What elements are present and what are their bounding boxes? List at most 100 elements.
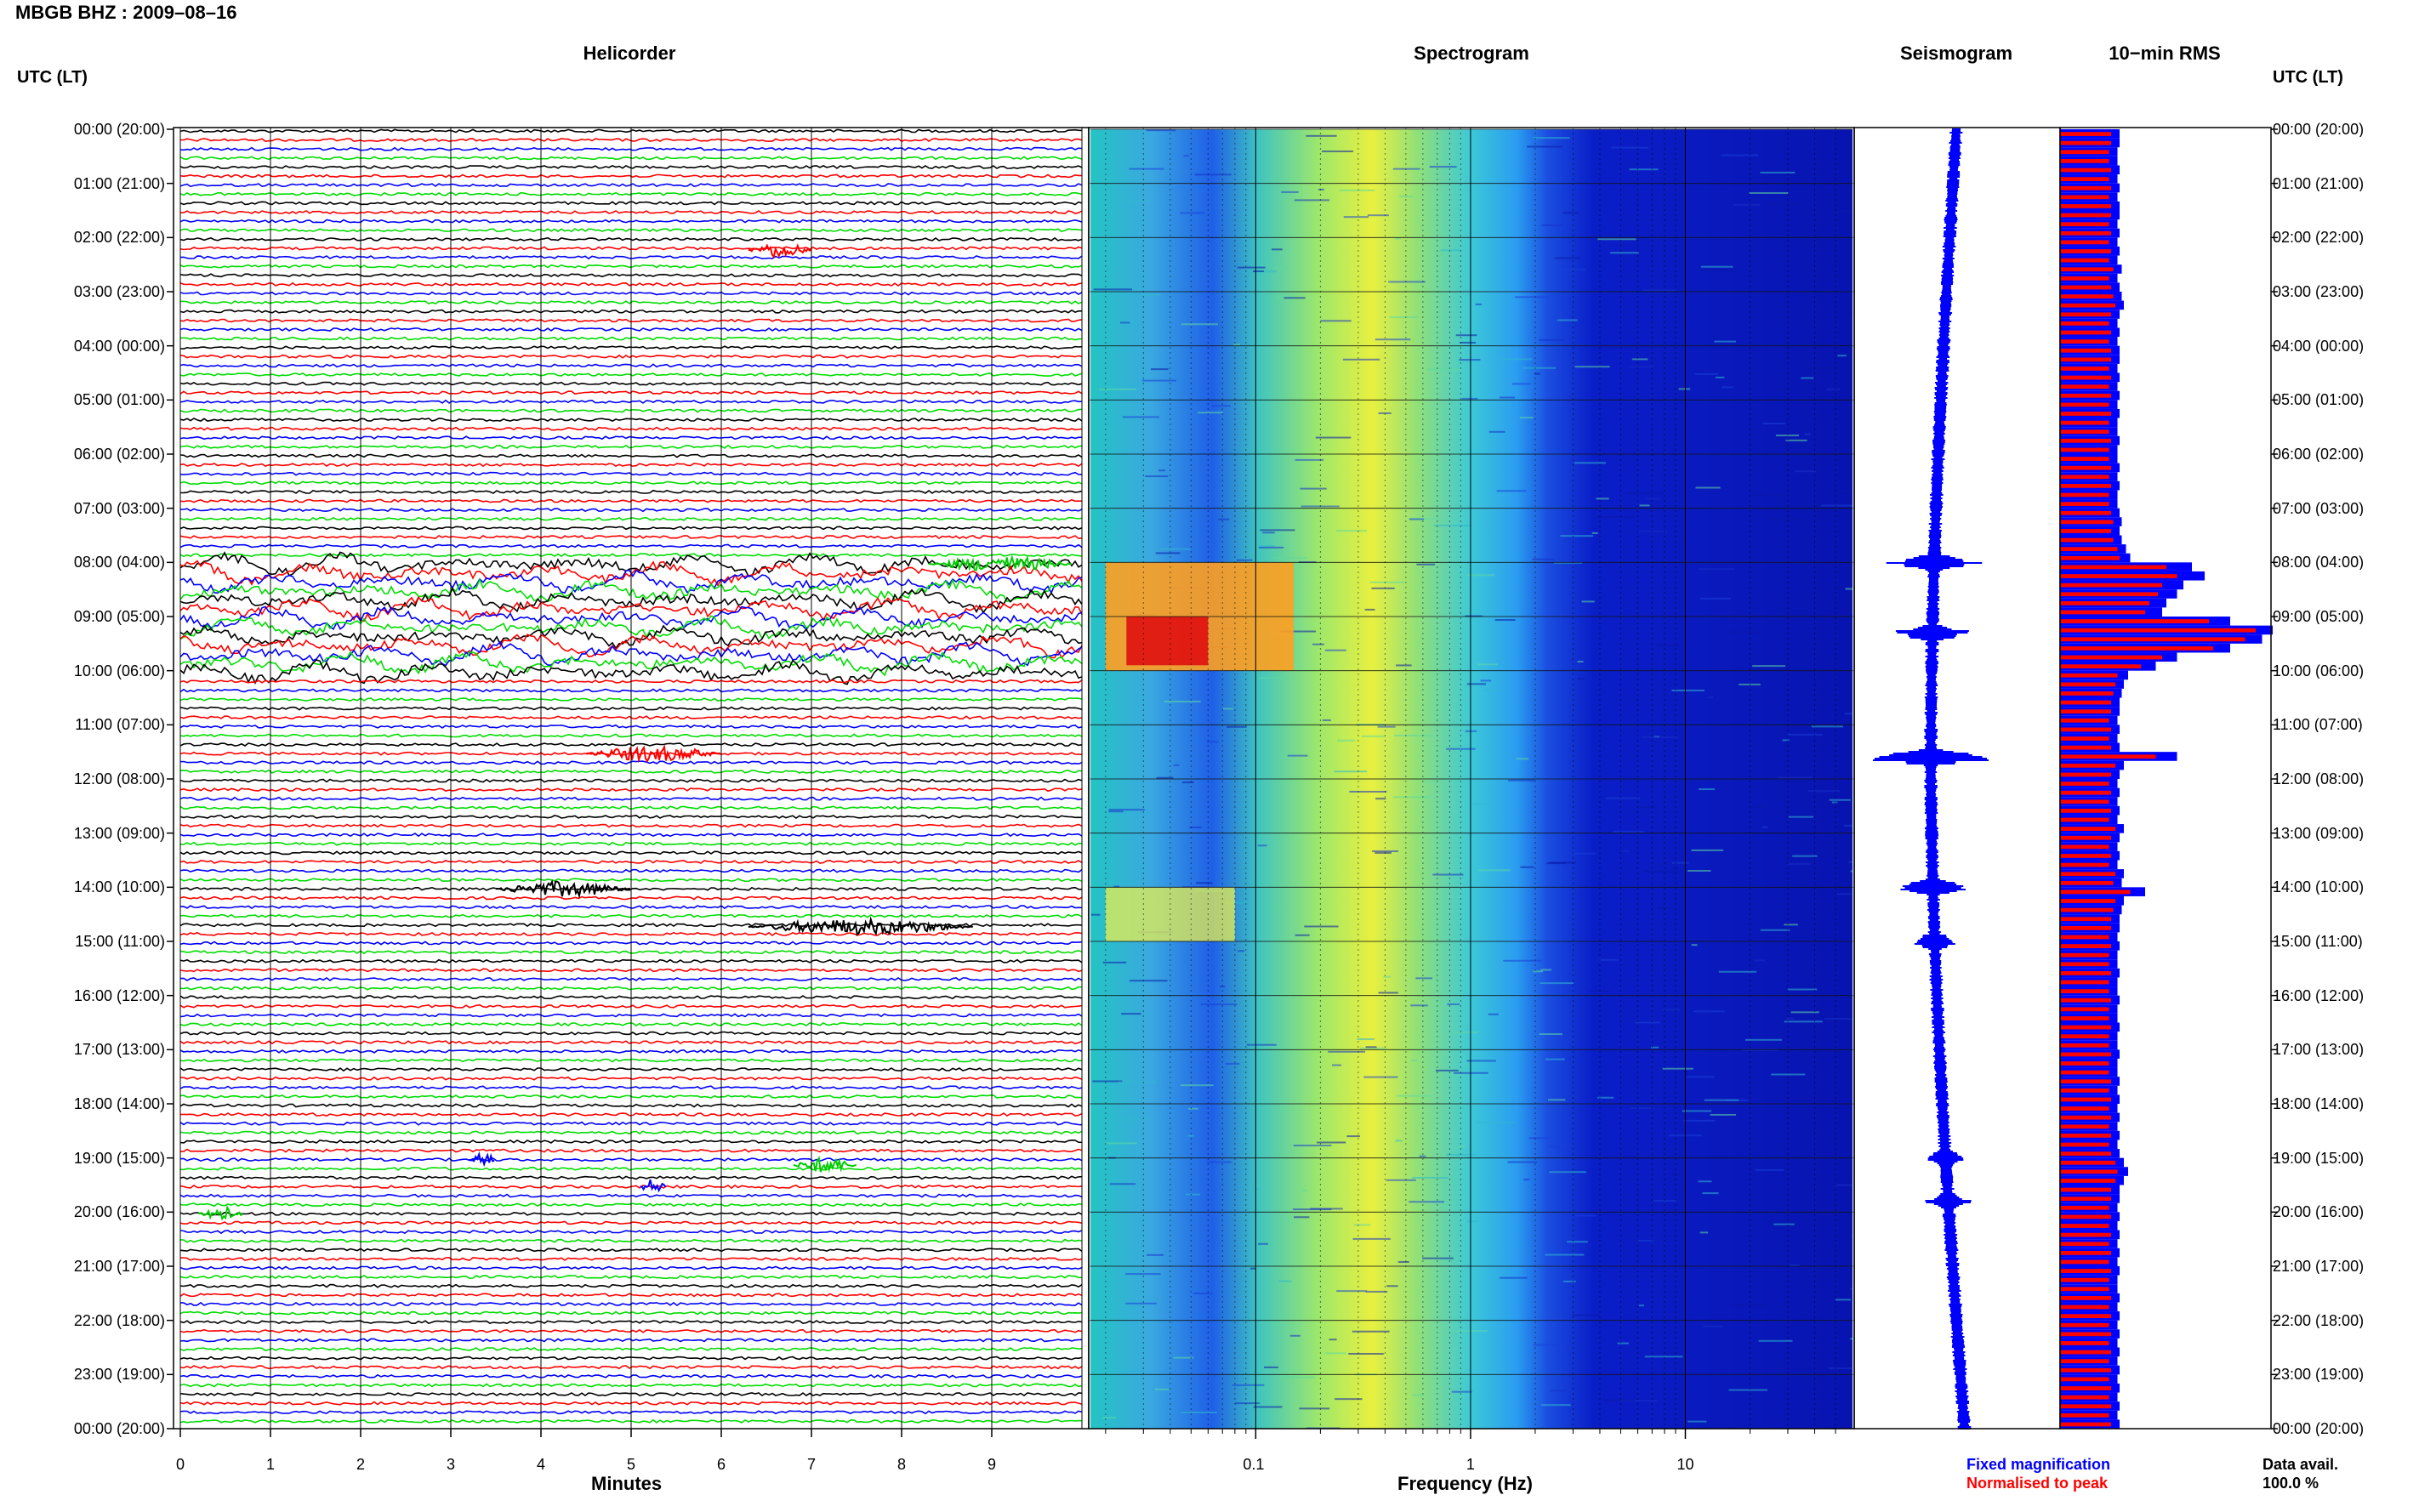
spectrogram-noise — [1335, 1398, 1363, 1401]
spectrogram-noise — [1500, 1276, 1528, 1279]
spectrogram-noise — [1246, 1043, 1277, 1046]
spectrogram-noise — [1500, 396, 1516, 399]
spectrogram-noise — [1698, 1180, 1712, 1183]
spectrogram-noise — [1156, 776, 1174, 779]
spectrogram-noise — [1227, 725, 1247, 728]
spectrogram-noise — [1412, 1176, 1449, 1179]
spectrogram-noise — [1678, 388, 1691, 390]
time-label-right: 16:00 (12:00) — [2273, 987, 2365, 1003]
spectrogram-noise — [1146, 129, 1176, 132]
rms-bar-normalised — [2060, 150, 2109, 155]
rms-bar-normalised — [2060, 727, 2111, 732]
spectrogram-noise — [1484, 689, 1500, 691]
rms-bar-normalised — [2060, 438, 2111, 443]
rms-bar-normalised — [2060, 1197, 2111, 1202]
spectrogram-noise — [1113, 1250, 1127, 1253]
spectrogram-noise — [1640, 736, 1678, 738]
spectrogram-noise — [1455, 334, 1477, 337]
spectrogram-noise — [1419, 1155, 1426, 1157]
spectrogram-noise — [1813, 1209, 1839, 1212]
helicorder-event — [197, 1204, 243, 1221]
spectrogram-noise — [1554, 257, 1581, 259]
spectrogram-noise — [1272, 266, 1287, 269]
spectrogram-noise — [1801, 377, 1814, 379]
spectrogram-noise — [1365, 1046, 1377, 1049]
spectrogram-noise — [1320, 320, 1352, 322]
minute-tick-label: 7 — [807, 1456, 817, 1473]
rms-bar-normalised — [2060, 1314, 2111, 1319]
rms-bar-normalised — [2060, 555, 2120, 560]
frequency-tick-label: 0.1 — [1243, 1456, 1265, 1473]
rms-bar-normalised — [2060, 682, 2115, 687]
spectrogram-noise — [1207, 1161, 1232, 1163]
rms-bar-normalised — [2060, 944, 2111, 948]
rms-bar-normalised — [2060, 502, 2109, 507]
spectrogram-noise — [1682, 1110, 1712, 1112]
spectrogram-noise — [1189, 826, 1202, 828]
spectrogram-noise — [1722, 386, 1734, 389]
time-label-left: 23:00 (19:00) — [73, 1366, 165, 1384]
rms-title: 10−min RMS — [2109, 43, 2221, 64]
spectrogram-noise — [1610, 252, 1639, 254]
spectrogram-noise — [1851, 1234, 1853, 1236]
time-label-left: 00:00 (20:00) — [73, 121, 165, 138]
rms-bar-normalised — [2060, 177, 2109, 182]
spectrogram-noise — [1336, 1290, 1368, 1293]
spectrogram-noise — [1850, 870, 1853, 873]
rms-bar-normalised — [2060, 457, 2109, 461]
time-label-right: 06:00 (02:00) — [2273, 446, 2365, 462]
spectrogram-noise — [1383, 975, 1392, 978]
time-label-left: 16:00 (12:00) — [73, 986, 165, 1004]
time-label-left: 12:00 (08:00) — [73, 770, 165, 787]
spectrogram-noise — [1188, 1107, 1198, 1110]
spectrogram-noise — [1375, 338, 1411, 341]
rms-bar-normalised — [2060, 1259, 2109, 1265]
spectrogram-noise — [1393, 734, 1433, 736]
rms-bar-normalised — [2060, 899, 2115, 903]
spectrogram-noise — [1527, 145, 1563, 148]
rms-bar-normalised — [2060, 763, 2115, 768]
time-label-left: 17:00 (13:00) — [73, 1041, 165, 1059]
time-label-right: 17:00 (13:00) — [2273, 1042, 2365, 1058]
spectrogram-noise — [1753, 493, 1786, 496]
rms-bar-normalised — [2060, 484, 2111, 488]
spectrogram-noise — [1459, 359, 1481, 361]
spectrogram-noise — [1106, 1142, 1137, 1145]
spectrogram-noise — [1155, 552, 1181, 554]
rms-bar-normalised — [2060, 1160, 2115, 1165]
spectrogram-noise — [1263, 1366, 1278, 1368]
spectrogram-noise — [1295, 458, 1324, 461]
spectrogram-noise — [1093, 288, 1133, 291]
spectrogram-noise — [1399, 195, 1414, 197]
spectrogram-noise — [1236, 559, 1253, 561]
spectrogram-noise — [1807, 790, 1841, 793]
rms-bar-normalised — [2060, 510, 2111, 515]
spectrogram-noise — [1258, 546, 1284, 549]
spectrogram-noise — [1287, 754, 1308, 757]
rms-bar-normalised — [2060, 646, 2213, 651]
rms-bar-normalised — [2060, 1395, 2109, 1400]
rms-bar-normalised — [2060, 890, 2131, 895]
spectrogram-noise — [1767, 398, 1777, 401]
spectrogram-noise — [1541, 224, 1563, 226]
rms-bar-normalised — [2060, 1359, 2109, 1364]
utc-header-right: UTC (LT) — [2273, 68, 2343, 87]
rms-bar-normalised — [2060, 1079, 2111, 1084]
spectrogram-noise — [1550, 1390, 1567, 1392]
rms-bar-normalised — [2060, 537, 2114, 543]
rms-bar-normalised — [2060, 628, 2256, 633]
rms-bar-normalised — [2060, 1205, 2109, 1210]
rms-bar-normalised — [2060, 1322, 2109, 1327]
rms-bar-normalised — [2060, 835, 2111, 840]
spectrogram-noise — [1409, 1201, 1444, 1203]
spectrogram-noise — [1699, 788, 1716, 791]
spectrogram-noise — [1545, 1058, 1565, 1060]
rms-bar-normalised — [2060, 249, 2111, 253]
rms-bar-normalised — [2060, 330, 2111, 335]
spectrogram-noise — [1273, 557, 1308, 560]
spectrogram-noise — [1181, 1411, 1217, 1413]
spectrogram-noise — [1785, 1017, 1795, 1020]
spectrogram-noise — [1258, 677, 1290, 679]
panel-frame — [1853, 127, 2061, 1430]
spectrogram-noise — [1181, 782, 1194, 784]
